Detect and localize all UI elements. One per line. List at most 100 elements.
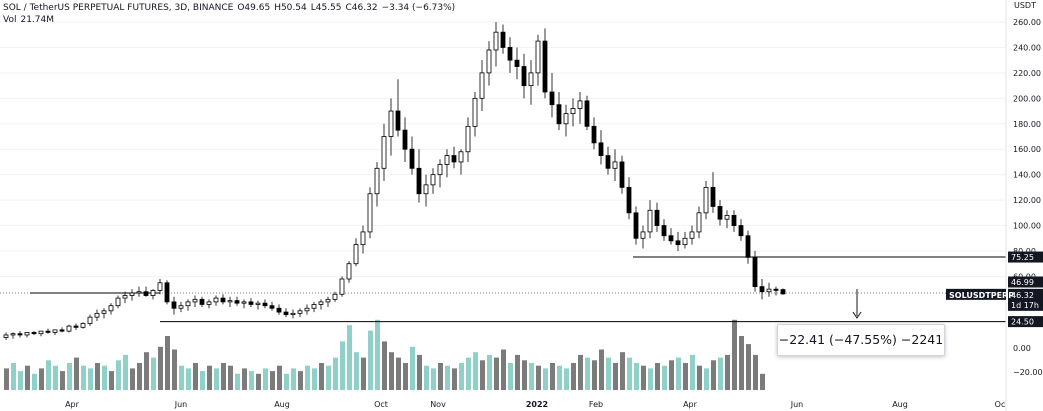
horizontal-lines[interactable] — [0, 256, 1006, 323]
price-tick: 80.00 — [1013, 247, 1036, 256]
volume-bar — [389, 352, 394, 390]
candle-down — [556, 104, 562, 125]
volume-bar — [32, 373, 37, 390]
volume-bar — [88, 368, 93, 390]
volume-bar — [249, 371, 254, 390]
time-label: Oc — [995, 400, 1006, 409]
volume-bar — [641, 365, 646, 390]
candle-down — [248, 301, 254, 305]
candle-down — [591, 125, 597, 144]
candle-down — [759, 286, 765, 293]
candle-up — [66, 325, 72, 332]
measure-arrow — [852, 289, 862, 319]
candle-down — [31, 332, 37, 335]
badge-prev-close: 46.99 — [1011, 278, 1034, 287]
volume-bar — [123, 354, 128, 390]
badge-current: 46.32 — [1011, 291, 1034, 300]
candle-up — [3, 334, 9, 338]
candle-down — [745, 235, 751, 258]
volume-bar — [102, 365, 107, 390]
candle-down — [269, 305, 275, 309]
candle-up — [52, 329, 58, 333]
volume-bar — [592, 360, 597, 390]
volume-bar — [529, 363, 534, 390]
candle-up — [437, 164, 443, 176]
volume-bar — [151, 357, 156, 390]
volume-bar — [732, 319, 737, 390]
volume-bar — [256, 373, 261, 390]
measurement-label: −22.41 (−47.55%) −2241 — [777, 324, 945, 356]
volume-bar — [4, 368, 9, 390]
candle-down — [542, 40, 548, 93]
volume-bar — [501, 349, 506, 390]
volume-label[interactable]: Vol — [3, 15, 17, 25]
volume-bar — [312, 368, 317, 390]
volume-bar — [130, 368, 135, 390]
candle-up — [150, 290, 156, 296]
ohlc-low: L45.55 — [310, 3, 342, 13]
volume-bar — [158, 346, 163, 390]
candle-up — [374, 167, 380, 195]
volume-bar — [396, 357, 401, 390]
candle-up — [563, 113, 569, 125]
symbol-title[interactable]: SOL / TetherUS PERPETUAL FUTURES, 3D, BI… — [3, 3, 234, 13]
volume-bar — [382, 341, 387, 390]
candle-up — [353, 244, 359, 265]
volume-bar — [634, 363, 639, 390]
symbol-tag: SOLUSDTPERP — [949, 291, 1014, 300]
candle-down — [220, 297, 226, 303]
candle-down — [654, 209, 660, 226]
price-tick: 240.00 — [1013, 43, 1041, 52]
candle-down — [668, 235, 674, 242]
volume-bar — [690, 354, 695, 390]
candle-up — [297, 310, 303, 314]
candle-up — [213, 297, 219, 303]
candle-up — [178, 305, 184, 309]
candle-up — [430, 174, 436, 186]
volume-bar — [214, 368, 219, 390]
volume-bar — [571, 363, 576, 390]
volume-bar — [200, 371, 205, 390]
volume-bar — [361, 357, 366, 390]
candle-down — [605, 155, 611, 169]
ohlc-open: O49.65 — [237, 3, 271, 13]
volume-bar — [746, 344, 751, 390]
candle-down — [675, 240, 681, 246]
candle-up — [87, 316, 93, 324]
volume-bar — [186, 368, 191, 390]
volume-legend: Vol 21.74M — [3, 15, 58, 25]
volume-bar — [11, 363, 16, 390]
chart-header: SOL / TetherUS PERPETUAL FUTURES, 3D, BI… — [3, 3, 459, 13]
volume-bar — [305, 365, 310, 390]
volume-bar — [46, 360, 51, 390]
candle-down — [507, 47, 513, 61]
volume-bar — [263, 368, 268, 390]
volume-bar — [606, 357, 611, 390]
price-tick: 120.00 — [1013, 196, 1041, 205]
volume-bar — [578, 354, 583, 390]
time-label: 2022 — [526, 400, 548, 409]
price-change: −3.34 (−6.73%) — [381, 3, 456, 13]
candle-up — [332, 293, 338, 300]
candle-down — [500, 31, 506, 48]
volume-bar — [347, 325, 352, 390]
candle-up — [115, 297, 121, 307]
volume-bar — [760, 373, 765, 390]
candle-up — [311, 304, 317, 309]
axis-currency: USDT — [1014, 1, 1036, 10]
candle-up — [381, 136, 387, 169]
candle-down — [45, 330, 51, 333]
volume-bar — [739, 336, 744, 390]
volume-bar — [550, 363, 555, 390]
volume-bar — [417, 354, 422, 390]
volume-bar — [18, 371, 23, 390]
volume-bar — [494, 357, 499, 390]
candle-down — [521, 66, 527, 87]
badge-prev-close-bg — [1008, 276, 1043, 288]
volume-bar — [662, 365, 667, 390]
volume-bar — [326, 365, 331, 390]
candle-up — [38, 330, 44, 335]
volume-bar — [487, 354, 492, 390]
time-axis[interactable]: Apr Jun Aug Oct Nov 2022 Feb Apr Jun Aug Oc — [65, 400, 1005, 409]
